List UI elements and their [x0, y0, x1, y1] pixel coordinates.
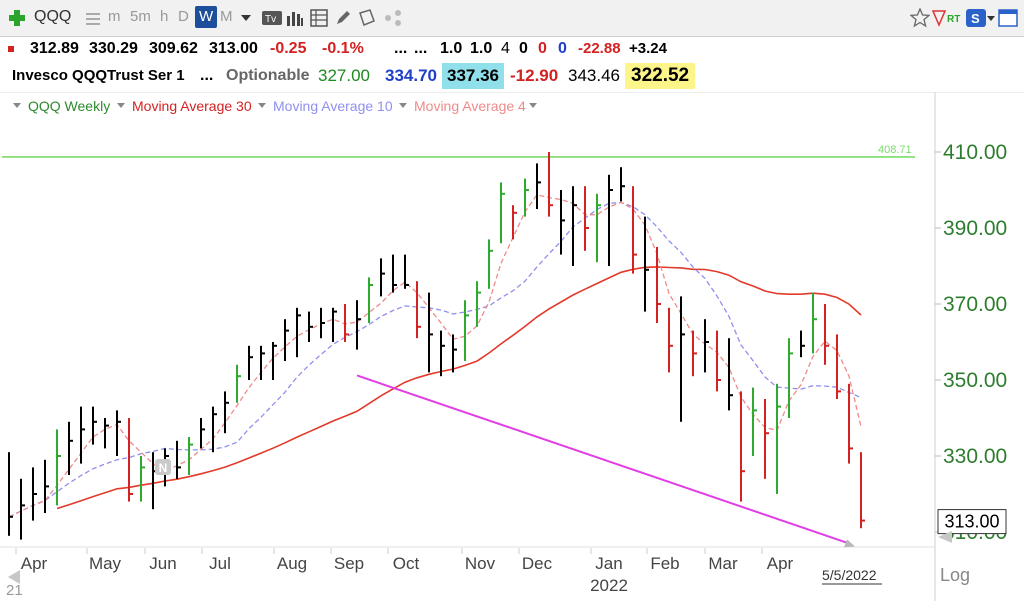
field-v2: 1.0 [470, 40, 493, 57]
field-a: 327.00 [318, 66, 370, 85]
chevron-down-icon[interactable] [12, 102, 22, 109]
x-month-label: Jun [149, 554, 176, 573]
chevron-down-icon[interactable] [398, 102, 408, 109]
x-month-label: May [89, 554, 122, 573]
high-value: 330.29 [89, 40, 138, 57]
chart-area[interactable]: 408.71N310.00330.00350.00370.00390.00410… [0, 91, 1024, 601]
window-icon[interactable] [998, 9, 1018, 27]
quote-row-2: Invesco QQQTrust Ser 1 ... Optionable 32… [0, 63, 1024, 89]
timeframe-5min[interactable]: 5m [130, 8, 151, 25]
legend-ma10[interactable]: Moving Average 10 [273, 98, 393, 114]
last-date-label: 5/5/2022 [822, 567, 877, 583]
timeframe-monthly[interactable]: M [220, 8, 233, 25]
x-month-label: Oct [393, 554, 420, 573]
share-icon[interactable] [384, 9, 402, 27]
field-v4: 0 [519, 40, 528, 57]
bar-chart-icon[interactable] [286, 10, 304, 26]
x-month-label: Nov [465, 554, 496, 573]
field-e: 343.46 [568, 66, 620, 85]
y-tick-label: 370.00 [943, 293, 1007, 316]
s-badge-icon[interactable]: S [966, 9, 986, 27]
last-price-label: 313.00 [944, 512, 999, 532]
x-month-label: Apr [21, 554, 48, 573]
y-tick-label: 390.00 [943, 217, 1007, 240]
low-value: 309.62 [149, 40, 198, 57]
field-dots-2: ... [414, 40, 428, 57]
scroll-marker-icon [938, 531, 952, 543]
security-name: Invesco QQQTrust Ser 1 [12, 67, 185, 84]
grid-icon[interactable] [86, 12, 100, 26]
change-value: -0.25 [270, 40, 307, 57]
star-icon[interactable] [910, 8, 930, 28]
x-month-label: Apr [767, 554, 794, 573]
x-month-label: Dec [522, 554, 553, 573]
svg-text:Tv: Tv [265, 14, 276, 25]
realtime-icon[interactable]: RT [946, 10, 964, 26]
ma4-line [8, 194, 862, 518]
timeframe-daily[interactable]: D [178, 8, 189, 25]
table-icon[interactable] [310, 9, 328, 27]
field-d: -12.90 [510, 66, 559, 85]
resistance-label: 408.71 [878, 144, 912, 156]
legend-ma4[interactable]: Moving Average 4 [414, 98, 526, 114]
toolbar: QQQ m 5m h D W M Tv RT S [0, 0, 1024, 37]
legend-ma30[interactable]: Moving Average 30 [132, 98, 252, 114]
x-month-label: Jan [595, 554, 622, 573]
y-tick-label: 330.00 [943, 445, 1007, 468]
x-month-label: Feb [650, 554, 679, 573]
field-b: 334.70 [385, 66, 437, 85]
chevron-down-icon[interactable] [528, 102, 538, 109]
x-start-label: 21 [6, 582, 23, 599]
dropdown-icon[interactable] [986, 15, 996, 22]
x-month-label: Sep [334, 554, 364, 573]
close-value: 313.00 [209, 40, 258, 57]
note-icon[interactable] [358, 9, 376, 27]
field-v7: -22.88 [578, 40, 621, 57]
optionable-label: Optionable [226, 67, 310, 84]
pencil-icon[interactable] [334, 9, 352, 27]
timeframe-hour[interactable]: h [160, 8, 169, 25]
news-badge [155, 459, 171, 475]
chevron-down-icon[interactable] [116, 102, 126, 109]
news-badge-label: N [159, 461, 168, 475]
svg-text:S: S [971, 11, 980, 26]
trendline-end-marker [844, 539, 855, 548]
indicator-icon[interactable]: Tv [262, 11, 282, 25]
x-year-label: 2022 [590, 576, 628, 595]
field-dots-1: ... [394, 40, 408, 57]
square-bullet-icon [8, 46, 14, 52]
field-c: 337.36 [442, 63, 504, 89]
symbol-field[interactable]: QQQ [34, 8, 72, 25]
field-v5: 0 [538, 40, 547, 57]
support-trendline [356, 374, 850, 545]
ma30-line [56, 266, 862, 510]
x-month-label: Mar [708, 554, 738, 573]
legend-main[interactable]: QQQ Weekly [28, 98, 111, 114]
x-month-label: Aug [277, 554, 307, 573]
change-pct-value: -0.1% [322, 40, 364, 57]
field-v3: 4 [501, 40, 510, 57]
timeframe-minute[interactable]: m [108, 8, 121, 25]
x-month-label: Jul [209, 554, 231, 573]
open-value: 312.89 [30, 40, 79, 57]
svg-text:RT: RT [947, 14, 960, 25]
y-tick-label: 350.00 [943, 369, 1007, 392]
chevron-down-icon[interactable] [257, 102, 267, 109]
add-symbol-icon[interactable] [8, 9, 26, 27]
field-f: 322.52 [625, 63, 696, 89]
last-price-box [937, 509, 1007, 535]
field-v6: 0 [558, 40, 567, 57]
ma10-line [8, 201, 862, 518]
quote-row-1: 312.89 330.29 309.62 313.00 -0.25 -0.1% … [0, 36, 1024, 62]
alert-icon[interactable] [932, 9, 946, 27]
scroll-left-icon [8, 570, 20, 584]
chevron-down-icon[interactable] [240, 14, 252, 22]
field-v1: 1.0 [440, 40, 463, 57]
y-tick-label: 410.00 [943, 141, 1007, 164]
scale-mode-label: Log [940, 565, 970, 585]
timeframe-weekly[interactable]: W [195, 6, 218, 28]
name-dots: ... [200, 67, 214, 84]
price-chart[interactable]: 408.71N310.00330.00350.00370.00390.00410… [0, 91, 1024, 601]
field-v8: +3.24 [629, 40, 667, 57]
